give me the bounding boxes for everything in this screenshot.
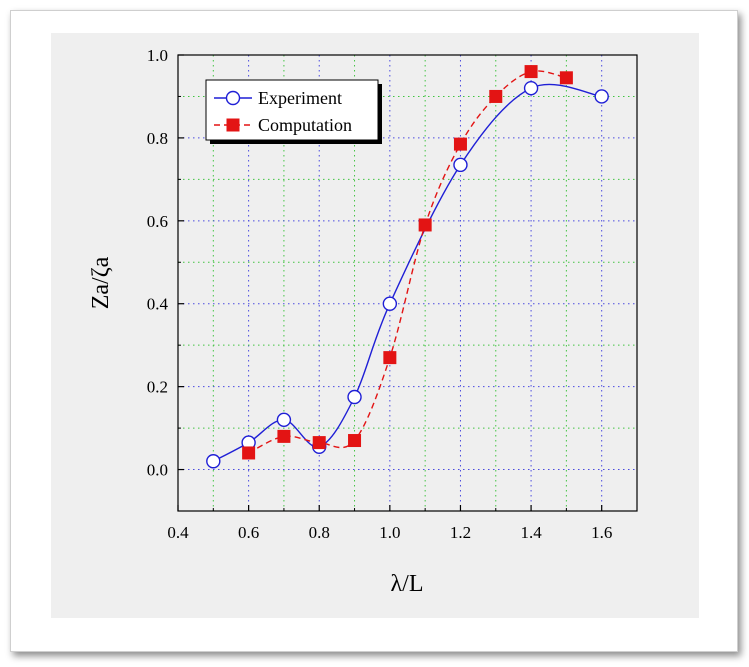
legend: Experiment Computation — [205, 79, 382, 144]
data-point — [312, 436, 326, 450]
data-point — [276, 412, 292, 427]
y-tick-label: 0.8 — [147, 129, 168, 148]
legend-label: Computation — [258, 115, 352, 135]
y-tick-label: 0.0 — [147, 461, 168, 480]
y-tick-label: 0.6 — [147, 212, 168, 231]
axis-ticks: 0.4 0.6 0.8 1.0 1.2 1.4 1.6 0.0 0.2 0.4 0.6 0.8 1.0 — [147, 46, 638, 542]
data-point — [524, 65, 538, 79]
data-point — [383, 351, 397, 365]
data-point — [453, 137, 467, 151]
legend-marker — [225, 90, 241, 106]
x-tick-label: 0.4 — [167, 523, 189, 542]
y-axis-label: Za/ζa — [88, 256, 114, 309]
data-point — [594, 89, 609, 104]
y-tick-label: 1.0 — [147, 46, 168, 65]
data-point — [348, 434, 362, 448]
series-layer — [206, 65, 609, 469]
series-computation — [242, 65, 573, 460]
plot-area — [177, 54, 638, 512]
data-point — [559, 71, 573, 85]
data-point — [277, 429, 291, 443]
x-tick-label: 0.8 — [309, 523, 330, 542]
data-point — [453, 157, 468, 173]
legend-label: Experiment — [258, 88, 342, 108]
x-tick-label: 1.0 — [379, 523, 400, 542]
x-tick-label: 1.6 — [591, 523, 612, 542]
x-tick-label: 0.6 — [238, 523, 259, 542]
series-line — [212, 83, 602, 462]
x-tick-label: 1.2 — [450, 523, 471, 542]
data-point — [347, 389, 362, 405]
data-point — [382, 296, 398, 311]
x-axis-label: λ/L — [391, 571, 424, 597]
data-point — [206, 454, 221, 469]
data-point — [418, 218, 432, 232]
data-point — [523, 80, 539, 96]
legend-marker — [226, 118, 240, 132]
y-tick-label: 0.4 — [147, 295, 169, 314]
y-tick-label: 0.2 — [147, 378, 168, 397]
data-point — [242, 446, 256, 460]
data-point — [489, 89, 503, 103]
x-tick-label: 1.4 — [520, 523, 542, 542]
series-line — [248, 70, 567, 454]
